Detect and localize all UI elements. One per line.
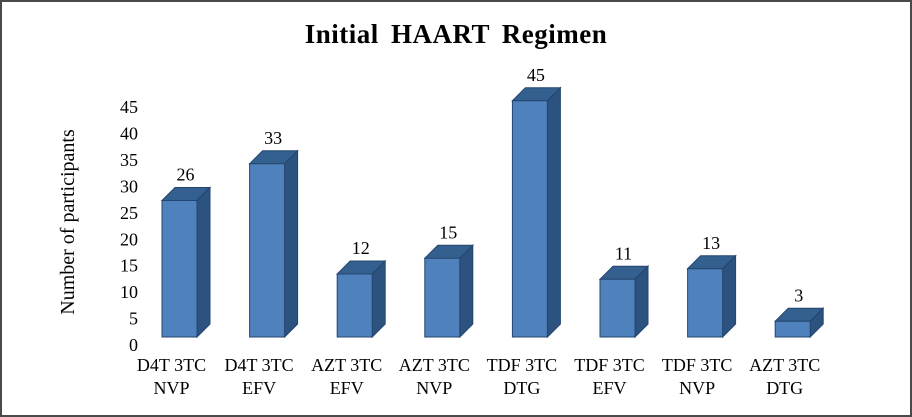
y-tick-label: 10 xyxy=(120,282,138,302)
x-category-label-line1: AZT 3TC xyxy=(311,355,382,375)
y-tick-label: 45 xyxy=(120,97,138,117)
x-category-label-line1: TDF 3TC xyxy=(662,355,733,375)
bar-group-7: 13 xyxy=(686,233,737,339)
x-category-label-line2: DTG xyxy=(503,378,540,398)
bar-side-face xyxy=(634,265,649,339)
bar-side-face xyxy=(459,244,474,339)
bar-value-label: 15 xyxy=(439,222,457,242)
x-category-label-line1: TDF 3TC xyxy=(574,355,645,375)
x-category-label-line1: AZT 3TC xyxy=(749,355,820,375)
bar-group-8: 3 xyxy=(773,285,825,339)
bar-group-3: 12 xyxy=(335,238,387,339)
bar-value-label: 45 xyxy=(527,65,545,85)
bar-value-label: 26 xyxy=(177,165,195,185)
bar-side-face xyxy=(546,86,561,339)
bar-front-face xyxy=(336,273,373,338)
y-tick-label: 5 xyxy=(129,309,138,329)
bar-value-label: 3 xyxy=(794,285,803,305)
y-tick-label: 35 xyxy=(120,150,138,170)
x-category-label-line2: EFV xyxy=(330,378,364,398)
bar-group-2: 33 xyxy=(248,128,299,339)
bar-front-face xyxy=(687,268,724,338)
bar-side-face xyxy=(196,186,211,339)
chart-title: Initial HAART Regimen xyxy=(304,19,608,49)
bar-group-5: 45 xyxy=(511,65,562,339)
x-category-label-line1: AZT 3TC xyxy=(399,355,470,375)
y-tick-label: 15 xyxy=(120,256,138,276)
y-tick-label: 25 xyxy=(120,203,138,223)
bar-front-face xyxy=(511,100,548,338)
x-category-label-line1: TDF 3TC xyxy=(487,355,558,375)
x-category-label-line2: EFV xyxy=(592,378,626,398)
y-tick-label: 20 xyxy=(120,229,138,249)
bar-side-face xyxy=(284,149,299,339)
x-category-label-line2: EFV xyxy=(242,378,276,398)
bar-front-face xyxy=(161,200,198,338)
x-category-label-line1: D4T 3TC xyxy=(225,355,294,375)
bar-side-face xyxy=(371,259,386,339)
bar-side-face xyxy=(722,254,737,339)
y-tick-label: 40 xyxy=(120,124,138,144)
bar-value-label: 12 xyxy=(352,238,370,258)
bar-group-4: 15 xyxy=(423,222,475,339)
x-category-label-line2: NVP xyxy=(416,378,452,398)
bar-group-6: 11 xyxy=(598,243,650,339)
bar-value-label: 13 xyxy=(702,233,720,253)
bar-front-face xyxy=(774,320,811,338)
bar-value-label: 33 xyxy=(264,128,282,148)
x-category-label-line1: D4T 3TC xyxy=(137,355,206,375)
x-category-label-line2: NVP xyxy=(679,378,715,398)
bar-group-1: 26 xyxy=(160,165,212,339)
x-category-label-line2: DTG xyxy=(766,378,803,398)
y-tick-label: 0 xyxy=(129,335,138,355)
x-category-label-line2: NVP xyxy=(153,378,189,398)
bar-front-face xyxy=(424,257,461,338)
bar-front-face xyxy=(599,278,636,338)
y-tick-label: 30 xyxy=(120,176,138,196)
bar-front-face xyxy=(249,163,286,338)
bar-value-label: 11 xyxy=(615,243,632,263)
